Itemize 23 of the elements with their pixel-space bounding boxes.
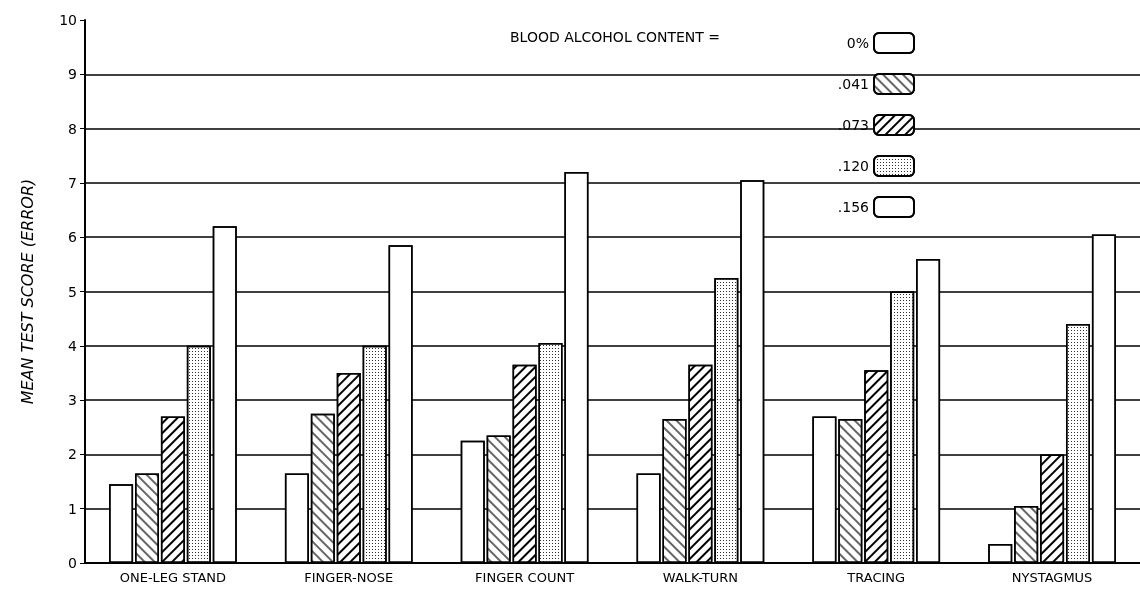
y-axis-title: MEAN TEST SCORE (ERROR) <box>17 178 37 405</box>
y-tick-label: 4 <box>68 337 78 354</box>
y-tick-label: 7 <box>68 174 77 191</box>
y-tick-label: 9 <box>68 66 77 83</box>
y-tick-label: 8 <box>68 120 77 137</box>
x-tick-label: ONE-LEG STAND <box>119 570 227 585</box>
x-tick-label: FINGER COUNT <box>475 570 575 585</box>
x-tick-label: TRACING <box>846 570 906 585</box>
x-tick-label: NYSTAGMUS <box>1011 570 1093 585</box>
x-tick-label: WALK-TURN <box>662 570 738 585</box>
y-tick-label: 3 <box>68 392 77 409</box>
y-tick-label: 0 <box>68 555 77 571</box>
y-tick-label: 2 <box>68 446 77 463</box>
legend-label: 0% <box>846 35 869 51</box>
legend-title: BLOOD ALCOHOL CONTENT = <box>509 29 720 45</box>
legend-label: .041 <box>837 76 869 92</box>
y-tick-label: 1 <box>68 500 77 517</box>
x-tick-label: FINGER-NOSE <box>304 570 394 585</box>
y-tick-label: 5 <box>68 283 77 300</box>
y-tick-label: 10 <box>59 12 77 28</box>
y-tick-label: 6 <box>68 229 78 246</box>
legend-label: .156 <box>837 199 870 215</box>
legend-label: .120 <box>837 158 869 174</box>
